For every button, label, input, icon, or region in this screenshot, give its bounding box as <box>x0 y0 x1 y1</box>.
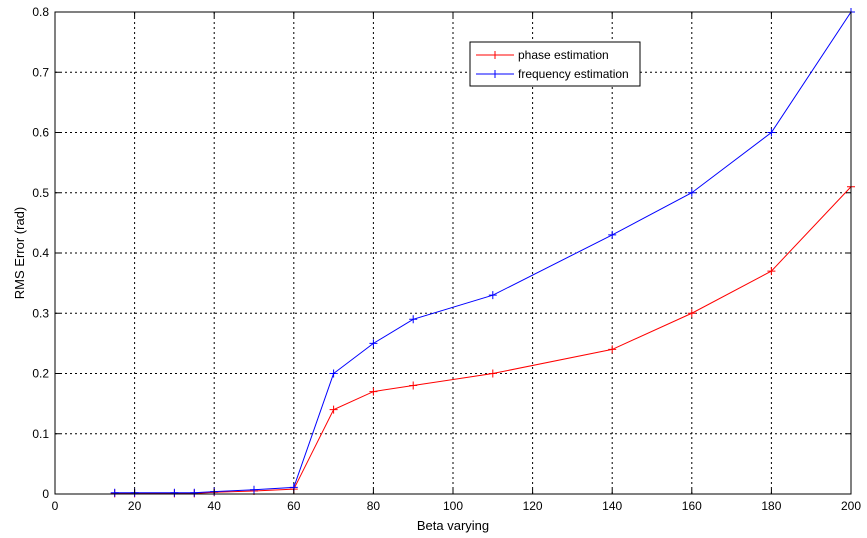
y-tick-label: 0.7 <box>32 65 49 79</box>
data-point <box>170 488 179 497</box>
data-point <box>329 405 338 414</box>
data-point <box>488 291 497 300</box>
data-point <box>250 485 258 494</box>
x-tick-label: 0 <box>52 499 59 513</box>
y-tick-label: 0.3 <box>32 306 49 320</box>
grid <box>55 12 851 494</box>
x-tick-label: 80 <box>367 499 381 513</box>
x-tick-label: 20 <box>128 499 142 513</box>
y-tick-label: 0.5 <box>32 186 49 200</box>
data-point <box>767 128 776 137</box>
legend-entry-label: frequency estimation <box>518 67 629 81</box>
data-point <box>329 369 338 378</box>
legend-box <box>469 41 641 87</box>
legend-marker <box>491 51 499 59</box>
data-point <box>409 381 418 390</box>
x-tick-label: 100 <box>443 499 463 513</box>
data-point <box>488 369 497 378</box>
data-point <box>608 230 617 239</box>
series-line-1 <box>114 186 852 494</box>
data-point <box>608 345 617 354</box>
x-tick-label: 140 <box>602 499 622 513</box>
data-point <box>110 488 119 497</box>
legend-marker <box>491 70 499 78</box>
legend: phase estimation frequency estimation <box>469 41 641 87</box>
x-tick-label: 120 <box>523 499 543 513</box>
x-tick-label: 60 <box>287 499 301 513</box>
data-point <box>409 315 418 324</box>
data-point <box>190 488 199 497</box>
y-tick-label: 0.8 <box>32 5 49 19</box>
y-axis-label: RMS Error (rad) <box>12 207 27 299</box>
data-point <box>369 339 378 348</box>
x-axis-label: Beta varying <box>417 518 489 533</box>
y-tick-label: 0.1 <box>32 427 49 441</box>
y-tick-label: 0.4 <box>32 246 49 260</box>
x-tick-label: 40 <box>208 499 222 513</box>
data-point <box>369 387 378 396</box>
data-point <box>687 309 696 318</box>
x-tick-label: 180 <box>761 499 781 513</box>
data-point <box>767 267 776 276</box>
ticks: 0 20 40 60 80 100 120 140 160 180 200 0 0.1 0.2 0.3 0.4… <box>32 5 861 513</box>
legend-entry-label: phase estimation <box>518 48 609 62</box>
x-tick-label: 160 <box>682 499 702 513</box>
y-tick-label: 0 <box>42 487 49 501</box>
y-tick-label: 0.2 <box>32 367 49 381</box>
data-point <box>687 188 696 197</box>
y-tick-label: 0.6 <box>32 126 49 140</box>
x-tick-label: 200 <box>841 499 861 513</box>
